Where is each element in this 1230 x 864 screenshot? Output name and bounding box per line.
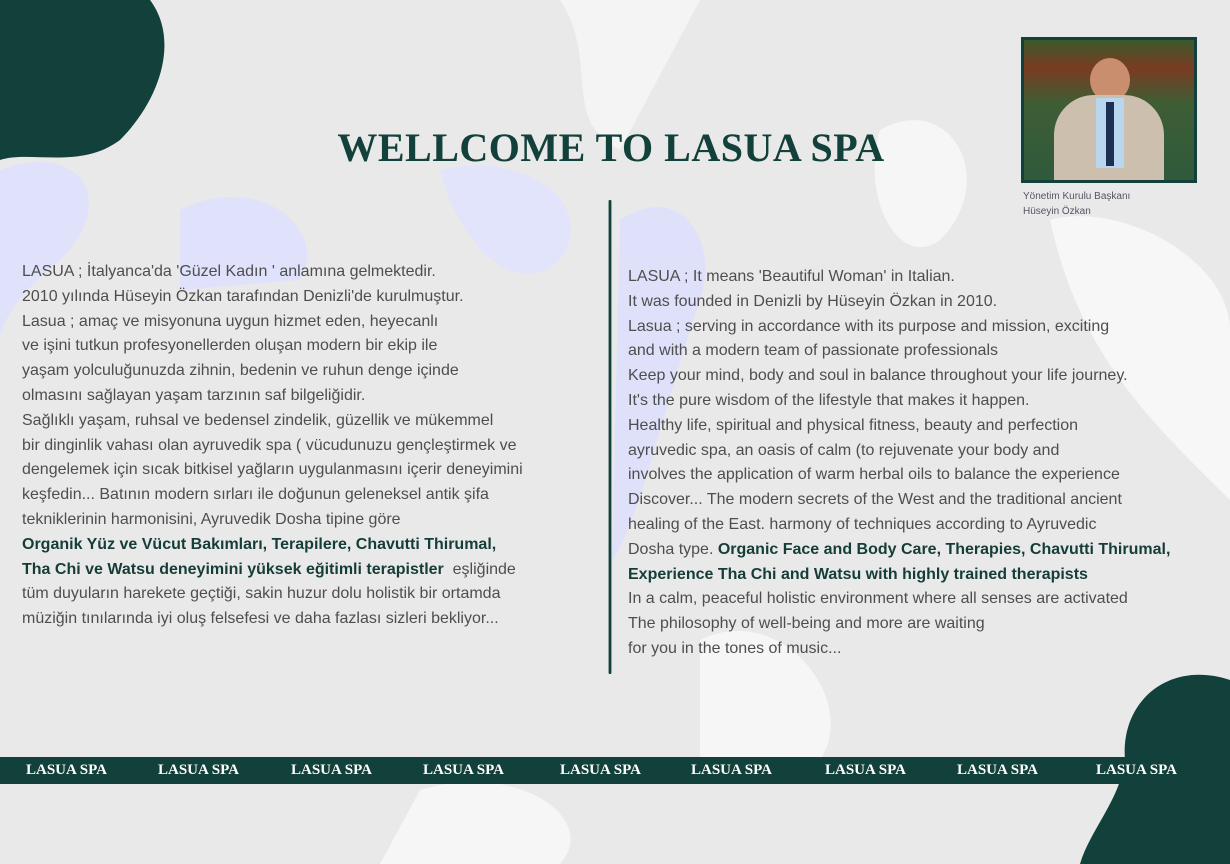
en-line: Discover... The modern secrets of the We… <box>628 491 1122 509</box>
brand-band: LASUA SPA LASUA SPA LASUA SPA LASUA SPA … <box>0 757 1230 784</box>
tr-line: LASUA ; İtalyanca'da 'Güzel Kadın ' anla… <box>22 263 436 280</box>
en-line: healing of the East. harmony of techniqu… <box>628 515 1097 533</box>
en-line: It was founded in Denizli by Hüseyin Özk… <box>628 292 998 310</box>
en-line: Lasua ; serving in accordance with its p… <box>628 317 1110 335</box>
page-title: WELLCOME TO LASUA SPA <box>337 125 885 170</box>
tr-line: tekniklerinin harmonisini, Ayruvedik Dos… <box>22 510 401 528</box>
tr-line: Lasua ; amaç ve misyonuna uygun hizmet e… <box>22 312 439 330</box>
caption-name: Hüseyin Özkan <box>1023 206 1091 217</box>
tr-line: tüm duyuların harekete geçtiği, sakin hu… <box>22 585 501 603</box>
tr-line: dengelemek için sıcak bitkisel yağların … <box>22 461 523 479</box>
tr-line: bir dinginlik vahası olan ayruvedik spa … <box>22 436 517 454</box>
tr-line: keşfedin... Batının modern sırları ile d… <box>22 486 489 504</box>
en-bold-line: Experience Tha Chi and Watsu with highly… <box>628 565 1088 583</box>
tr-line: Tha Chi ve Watsu deneyimini yüksek eğiti… <box>22 558 523 583</box>
en-text: Dosha type. <box>628 540 718 558</box>
turkish-text: LASUA ; İtalyanca'da 'Güzel Kadın ' anla… <box>22 260 523 632</box>
en-line: LASUA ; It means 'Beautiful Woman' in It… <box>628 268 955 285</box>
band-item: LASUA SPA <box>1096 762 1177 778</box>
band-item: LASUA SPA <box>26 762 107 778</box>
tr-line: müziğin tınılarında iyi oluş felsefesi v… <box>22 610 499 628</box>
tr-bold-text: Tha Chi ve Watsu deneyimini yüksek eğiti… <box>22 560 444 578</box>
en-line: ayruvedic spa, an oasis of calm (to reju… <box>628 441 1060 459</box>
caption-role: Yönetim Kurulu Başkanı <box>1023 191 1131 202</box>
band-item: LASUA SPA <box>158 762 239 778</box>
tr-line: 2010 yılında Hüseyin Özkan tarafından De… <box>22 287 464 305</box>
en-line: In a calm, peaceful holistic environment… <box>628 590 1128 608</box>
en-line: and with a modern team of passionate pro… <box>628 342 998 360</box>
english-text: LASUA ; It means 'Beautiful Woman' in It… <box>628 265 1170 662</box>
band-item: LASUA SPA <box>691 762 772 778</box>
band-item: LASUA SPA <box>291 762 372 778</box>
band-item: LASUA SPA <box>825 762 906 778</box>
en-line: The philosophy of well-being and more ar… <box>628 615 985 633</box>
tr-line: yaşam yolculuğunuzda zihnin, bedenin ve … <box>22 362 459 380</box>
en-line: It's the pure wisdom of the lifestyle th… <box>628 391 1030 409</box>
tr-bold-line: Organik Yüz ve Vücut Bakımları, Terapile… <box>22 535 497 553</box>
band-item: LASUA SPA <box>423 762 504 778</box>
en-line: involves the application of warm herbal … <box>628 466 1120 484</box>
band-item: LASUA SPA <box>957 762 1038 778</box>
tr-text: eşliğinde <box>443 560 516 578</box>
en-line: for you in the tones of music... <box>628 639 842 657</box>
en-line: Healthy life, spiritual and physical fit… <box>628 416 1079 434</box>
en-bold-text: Organic Face and Body Care, Therapies, C… <box>717 540 1171 558</box>
chairman-portrait <box>1021 37 1197 183</box>
portrait-caption: Yönetim Kurulu Başkanı Hüseyin Özkan <box>1023 189 1130 219</box>
column-divider <box>608 200 612 674</box>
leaf-top-left <box>0 0 165 160</box>
tr-line: ve işini tutkun profesyonellerden oluşan… <box>22 337 438 355</box>
en-line: Dosha type. Organic Face and Body Care, … <box>628 538 1170 563</box>
en-line: Keep your mind, body and soul in balance… <box>628 367 1128 385</box>
band-item: LASUA SPA <box>560 762 641 778</box>
tr-line: olmasını sağlayan yaşam tarzının saf bil… <box>22 386 366 404</box>
tr-line: Sağlıklı yaşam, ruhsal ve bedensel zinde… <box>22 411 494 429</box>
